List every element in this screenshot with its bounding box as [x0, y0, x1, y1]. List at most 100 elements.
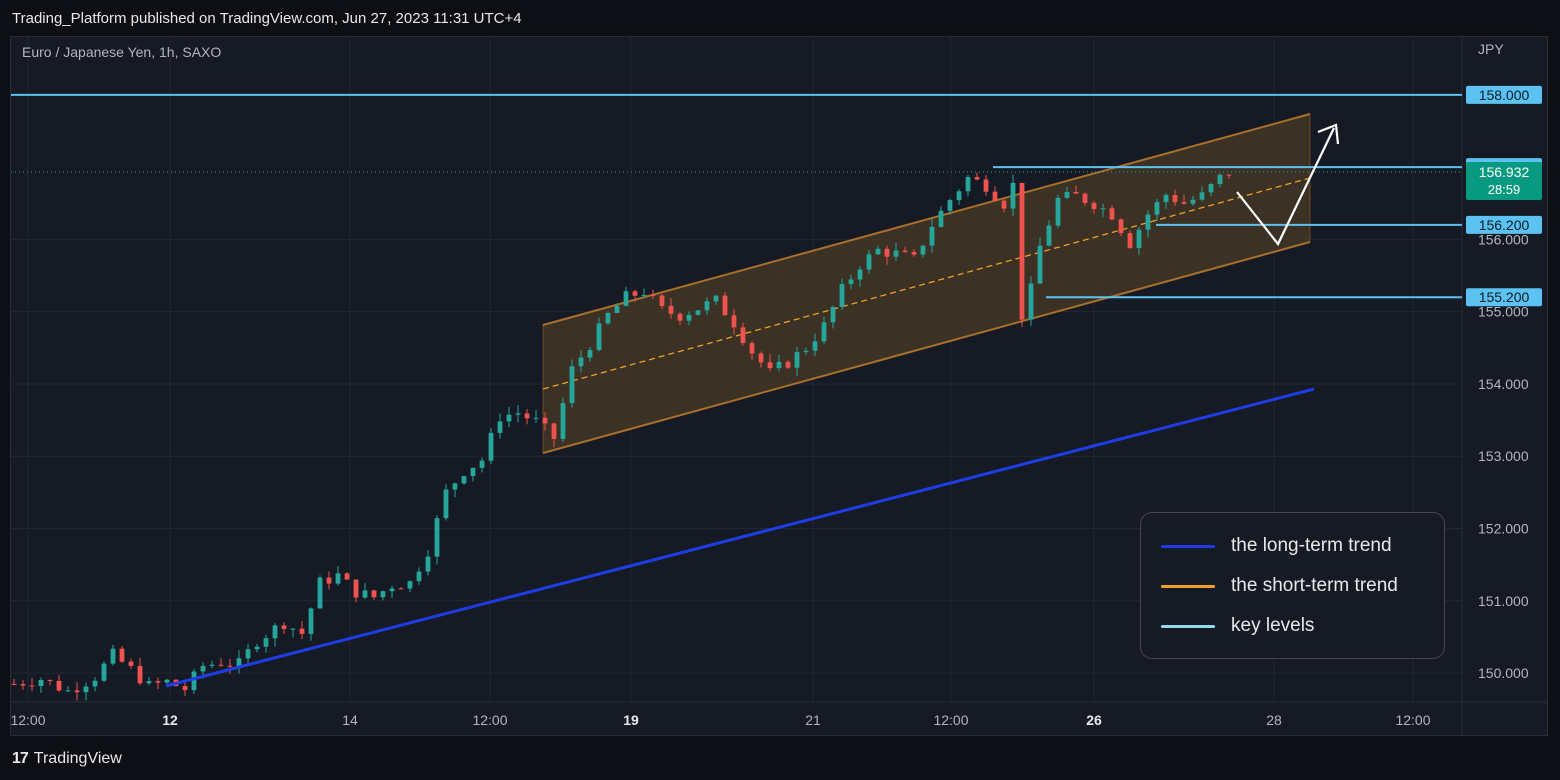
- candle-body: [92, 680, 98, 687]
- candle-body: [137, 665, 143, 684]
- candle: [146, 677, 152, 686]
- candle: [713, 294, 719, 305]
- candle: [578, 349, 584, 373]
- candle-body: [1019, 182, 1025, 320]
- candle-body: [83, 686, 89, 693]
- legend-item-key-levels: key levels: [1161, 615, 1314, 637]
- price-label-bg: [1466, 288, 1542, 307]
- candle: [542, 412, 548, 431]
- candle: [695, 310, 701, 316]
- candle-body: [1136, 229, 1142, 249]
- candle-body: [263, 638, 269, 647]
- candle: [38, 677, 44, 693]
- candle-body: [1010, 182, 1016, 209]
- candle: [524, 409, 530, 425]
- candle: [281, 622, 287, 634]
- time-axis: 12:00 12 14 12:00 19 21 12:00 26 28 12:00: [10, 712, 1430, 728]
- candle: [767, 354, 773, 372]
- candle-body: [677, 313, 683, 321]
- candle-body: [1217, 174, 1223, 185]
- candle-body: [326, 577, 332, 584]
- candle: [344, 571, 350, 580]
- candle-body: [794, 352, 800, 368]
- candle: [776, 354, 782, 372]
- candle: [569, 359, 575, 408]
- candle-body: [1226, 174, 1232, 176]
- candle-body: [119, 648, 125, 662]
- candle: [704, 297, 710, 316]
- candle: [110, 644, 116, 666]
- candle: [119, 645, 125, 663]
- candle-body: [821, 322, 827, 342]
- candle-body: [893, 250, 899, 257]
- candle: [506, 406, 512, 428]
- candle: [623, 286, 629, 307]
- y-tick-label: 154.000: [1478, 376, 1529, 392]
- candle: [1199, 186, 1205, 202]
- brand[interactable]: 17 TradingView: [12, 750, 122, 768]
- candle: [740, 322, 746, 346]
- candle-body: [110, 648, 116, 664]
- candle: [848, 274, 854, 289]
- candle-body: [47, 680, 53, 682]
- candle: [470, 467, 476, 482]
- candle-body: [875, 248, 881, 255]
- candle-body: [596, 323, 602, 351]
- candle-body: [461, 476, 467, 484]
- candle: [632, 289, 638, 302]
- candle: [425, 550, 431, 576]
- y-tick-label: 152.000: [1478, 521, 1529, 537]
- candle: [218, 658, 224, 667]
- candle: [83, 682, 89, 701]
- channel-upper-edge: [542, 113, 1311, 326]
- candle: [659, 293, 665, 309]
- candle: [956, 189, 962, 205]
- candle-body: [146, 681, 152, 684]
- candle-body: [389, 588, 395, 592]
- candle: [605, 311, 611, 326]
- candle-body: [542, 417, 548, 424]
- candle-body: [551, 423, 557, 439]
- candle-body: [650, 294, 656, 296]
- y-tick-label: 155.000: [1478, 304, 1529, 320]
- candle-body: [974, 177, 980, 180]
- candle: [821, 316, 827, 344]
- candle: [245, 643, 251, 664]
- candle: [1046, 220, 1052, 247]
- candle: [1091, 200, 1097, 214]
- candle: [317, 575, 323, 609]
- candle: [1019, 182, 1025, 327]
- candles: [11, 172, 1232, 701]
- candle: [839, 278, 845, 310]
- candle-body: [443, 489, 449, 519]
- chart-title: Euro / Japanese Yen, 1h, SAXO: [22, 44, 221, 60]
- candle-body: [740, 327, 746, 344]
- candle: [461, 475, 467, 485]
- candle: [947, 198, 953, 215]
- price-axis: 150.000 151.000 152.000 153.000 154.000 155.0…: [1466, 85, 1542, 681]
- x-tick-label: 12: [162, 712, 178, 728]
- candle-body: [983, 179, 989, 192]
- legend-swatch-levels: [1161, 624, 1215, 628]
- candle-body: [182, 686, 188, 691]
- candle-body: [1181, 202, 1187, 204]
- candle-body: [479, 460, 485, 468]
- candle-body: [812, 341, 818, 351]
- candle: [1055, 194, 1061, 229]
- price-label-text: 158.000: [1479, 87, 1530, 103]
- x-tick-label: 12:00: [472, 712, 507, 728]
- y-tick-label: 150.000: [1478, 665, 1529, 681]
- candle: [353, 579, 359, 603]
- x-tick-label: 28: [1266, 712, 1282, 728]
- candle: [929, 218, 935, 253]
- candle-body: [1028, 283, 1034, 320]
- top-bar: Trading_Platform published on TradingVie…: [0, 0, 1560, 36]
- candle-body: [488, 432, 494, 461]
- candle-body: [452, 483, 458, 490]
- candle: [614, 303, 620, 314]
- candle-body: [713, 295, 719, 302]
- candle-body: [1082, 193, 1088, 203]
- candle: [1190, 196, 1196, 206]
- candle: [641, 288, 647, 299]
